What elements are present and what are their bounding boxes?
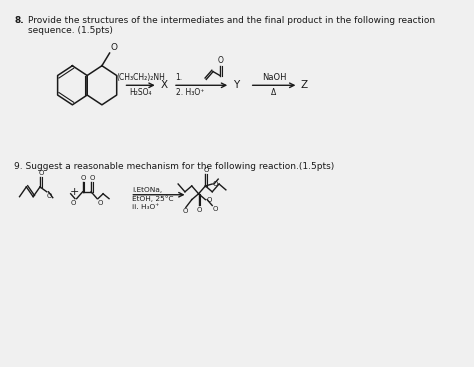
Text: Δ: Δ: [272, 88, 277, 97]
Text: 1.: 1.: [175, 73, 182, 82]
Text: O: O: [89, 175, 95, 181]
Text: 8.: 8.: [14, 16, 24, 25]
Text: 9. Suggest a reasonable mechanism for the following reaction.(1.5pts): 9. Suggest a reasonable mechanism for th…: [14, 163, 335, 171]
Text: O: O: [206, 197, 211, 203]
Text: O: O: [81, 175, 86, 181]
Text: O: O: [47, 193, 52, 199]
Text: (CH₃CH₂)₂NH: (CH₃CH₂)₂NH: [116, 73, 165, 82]
Text: O: O: [110, 43, 118, 52]
Text: ii. H₃O⁺: ii. H₃O⁺: [132, 204, 159, 210]
Text: O: O: [98, 200, 103, 206]
Text: X: X: [160, 80, 167, 90]
Text: Z: Z: [301, 80, 308, 90]
Text: O: O: [197, 207, 202, 214]
Text: O: O: [213, 207, 219, 212]
Text: Y: Y: [233, 80, 239, 90]
Text: Provide the structures of the intermediates and the final product in the followi: Provide the structures of the intermedia…: [28, 16, 435, 35]
Text: NaOH: NaOH: [262, 73, 286, 82]
Text: i.EtONa,: i.EtONa,: [132, 187, 162, 193]
Text: O: O: [213, 181, 219, 187]
Text: O: O: [183, 208, 189, 214]
Text: O: O: [203, 167, 209, 173]
Text: +: +: [69, 187, 79, 197]
Text: H₂SO₄: H₂SO₄: [129, 88, 152, 97]
Text: EtOH, 25°C: EtOH, 25°C: [132, 196, 173, 203]
Text: 2. H₃O⁺: 2. H₃O⁺: [175, 88, 204, 97]
Text: O: O: [71, 200, 76, 206]
Text: O: O: [218, 56, 224, 65]
Text: O: O: [38, 170, 44, 176]
